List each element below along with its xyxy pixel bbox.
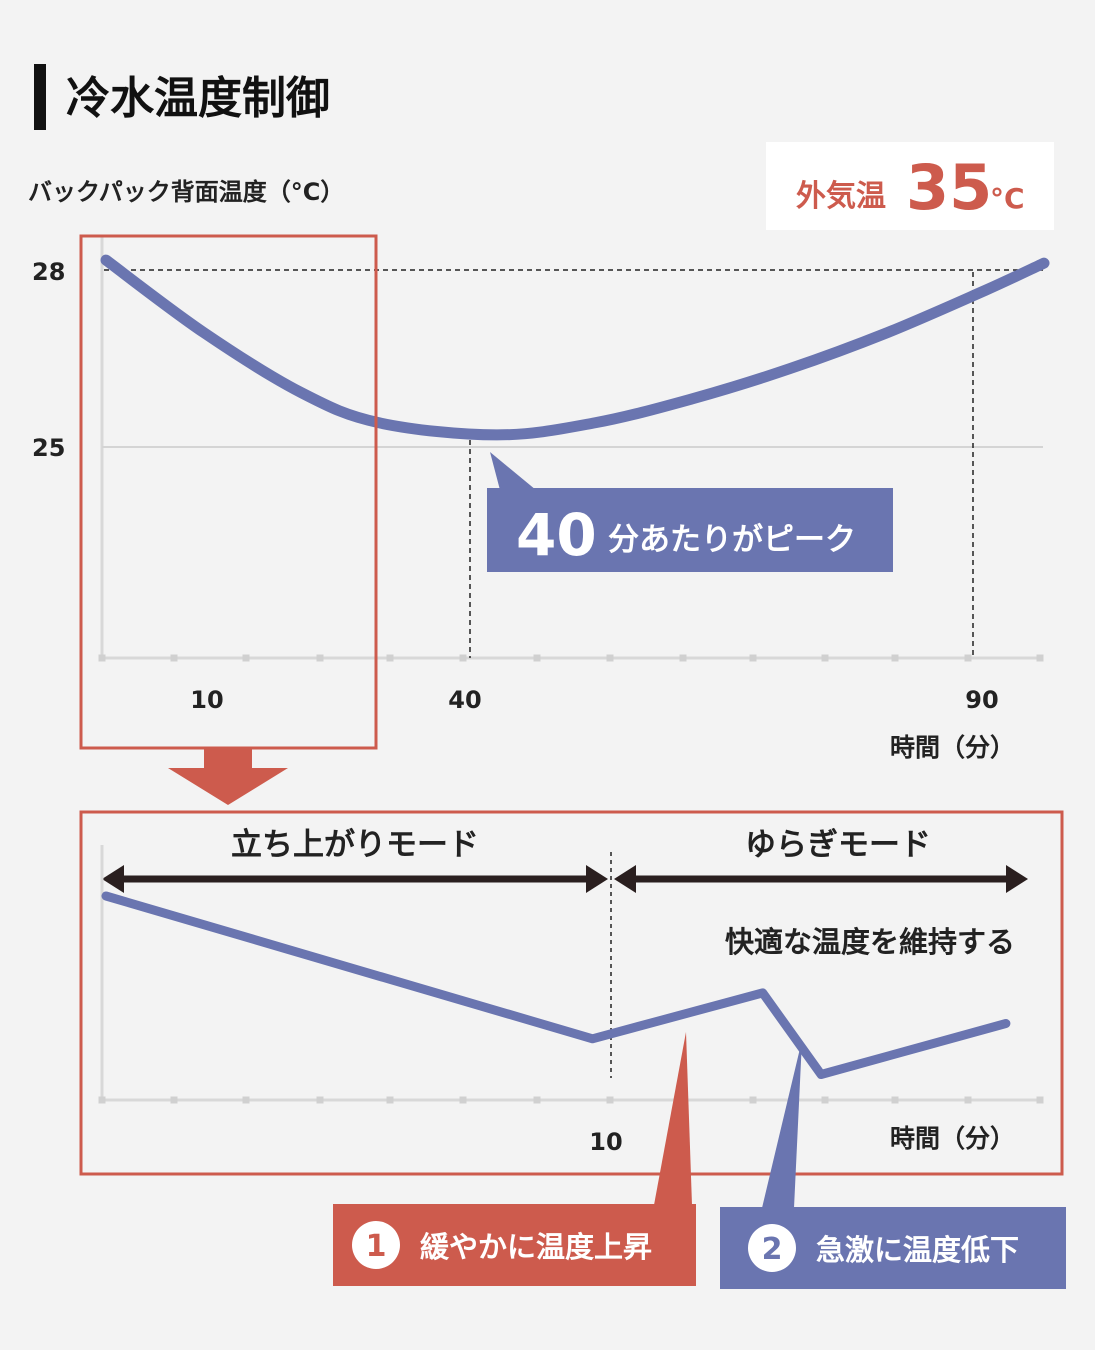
outside-temp-unit: °C bbox=[990, 182, 1025, 215]
mode-rise-arrow bbox=[102, 865, 608, 893]
chart2-xtick-10: 10 bbox=[589, 1128, 622, 1156]
callout-1-pointer bbox=[654, 1032, 692, 1205]
axis-tick bbox=[606, 654, 614, 662]
peak-callout-text: 分あたりがピーク bbox=[608, 522, 856, 558]
axis-tick bbox=[459, 654, 467, 662]
axis-tick bbox=[459, 1096, 467, 1104]
axis-tick bbox=[98, 1096, 106, 1104]
chart1-xtick-40: 40 bbox=[448, 686, 481, 714]
axis-tick bbox=[242, 1096, 250, 1104]
callout-1-number: 1 bbox=[366, 1229, 387, 1264]
chart1-xtick-90: 90 bbox=[965, 686, 998, 714]
callout-2-text: 急激に温度低下 bbox=[816, 1233, 1019, 1267]
mode-fluctuation-arrow bbox=[614, 865, 1028, 893]
outside-temp-value: 35 bbox=[906, 151, 992, 224]
mode-fluctuation-label: ゆらぎモード bbox=[745, 827, 931, 863]
callout-2-number: 2 bbox=[762, 1232, 783, 1267]
chart2-series-line bbox=[101, 891, 1011, 1079]
axis-tick bbox=[1036, 1096, 1044, 1104]
title-bar bbox=[34, 64, 46, 130]
callout-2-badge bbox=[748, 1224, 796, 1272]
axis-tick bbox=[316, 654, 324, 662]
highlight-box bbox=[79, 234, 378, 750]
axis-tick bbox=[1036, 654, 1044, 662]
axis-tick bbox=[386, 654, 394, 662]
zoom-arrow bbox=[168, 748, 288, 805]
axis-tick bbox=[170, 1096, 178, 1104]
axis-tick bbox=[891, 1096, 899, 1104]
axis-tick bbox=[964, 654, 972, 662]
axis-tick bbox=[964, 1096, 972, 1104]
detail-box bbox=[79, 810, 1064, 1176]
axis-tick bbox=[316, 1096, 324, 1104]
chart1-ytick-25: 25 bbox=[32, 434, 65, 462]
chart2-xlabel: 時間（分） bbox=[890, 1124, 1015, 1153]
chart1-xtick-10: 10 bbox=[190, 686, 223, 714]
mode-fluctuation-note: 快適な温度を維持する bbox=[725, 925, 1015, 959]
axis-tick bbox=[533, 654, 541, 662]
chart1-ylabel: バックパック背面温度（°C） bbox=[28, 178, 344, 206]
peak-callout-pointer bbox=[490, 452, 536, 490]
axis-tick bbox=[821, 654, 829, 662]
mode-rise-label: 立ち上がりモード bbox=[231, 827, 479, 863]
outside-temp-box bbox=[766, 142, 1054, 230]
axis-tick bbox=[242, 654, 250, 662]
chart1-xlabel: 時間（分） bbox=[890, 733, 1015, 762]
axis-tick bbox=[679, 654, 687, 662]
callout-1-text: 緩やかに温度上昇 bbox=[420, 1230, 652, 1264]
peak-callout-value: 40 bbox=[516, 501, 597, 569]
axis-tick bbox=[98, 654, 106, 662]
page-title: 冷水温度制御 bbox=[66, 73, 330, 124]
axis-tick bbox=[606, 1096, 614, 1104]
axis-tick bbox=[533, 1096, 541, 1104]
callout-1-badge bbox=[352, 1221, 400, 1269]
axis-tick bbox=[821, 1096, 829, 1104]
chart1-ticks bbox=[98, 654, 1044, 662]
chart1-series-line bbox=[100, 254, 1050, 441]
outside-temp-label: 外気温 bbox=[796, 179, 886, 214]
chart1-ytick-28: 28 bbox=[32, 258, 65, 286]
axis-tick bbox=[386, 1096, 394, 1104]
axis-tick bbox=[749, 1096, 757, 1104]
callout-2-pointer bbox=[762, 1040, 802, 1208]
axis-tick bbox=[749, 654, 757, 662]
axis-tick bbox=[170, 654, 178, 662]
peak-callout bbox=[487, 488, 893, 572]
axis-tick bbox=[891, 654, 899, 662]
